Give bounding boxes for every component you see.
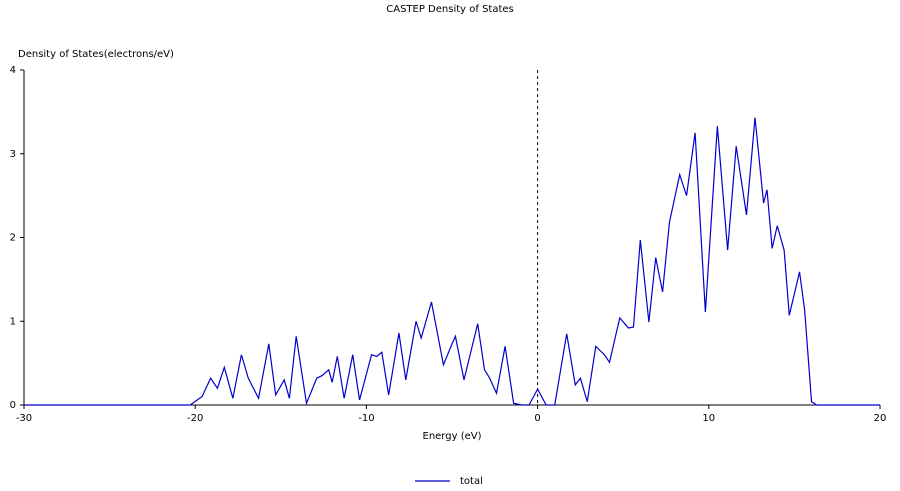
- x-tick-label: -30: [16, 413, 32, 424]
- y-tick-label: 2: [10, 233, 16, 244]
- chart-title: CASTEP Density of States: [386, 4, 514, 15]
- y-tick-label: 4: [10, 65, 16, 76]
- x-tick-label: 10: [702, 413, 715, 424]
- x-tick-label: -10: [358, 413, 374, 424]
- y-axis-label: Density of States(electrons/eV): [18, 49, 174, 60]
- y-tick-label: 1: [10, 316, 16, 327]
- x-tick-label: 20: [874, 413, 887, 424]
- x-axis-label: Energy (eV): [423, 431, 482, 442]
- legend-label: total: [460, 476, 483, 487]
- y-tick-label: 0: [10, 400, 16, 411]
- series-line: [24, 117, 880, 406]
- y-tick-label: 3: [10, 149, 16, 160]
- x-tick-label: 0: [534, 413, 540, 424]
- x-tick-label: -20: [187, 413, 203, 424]
